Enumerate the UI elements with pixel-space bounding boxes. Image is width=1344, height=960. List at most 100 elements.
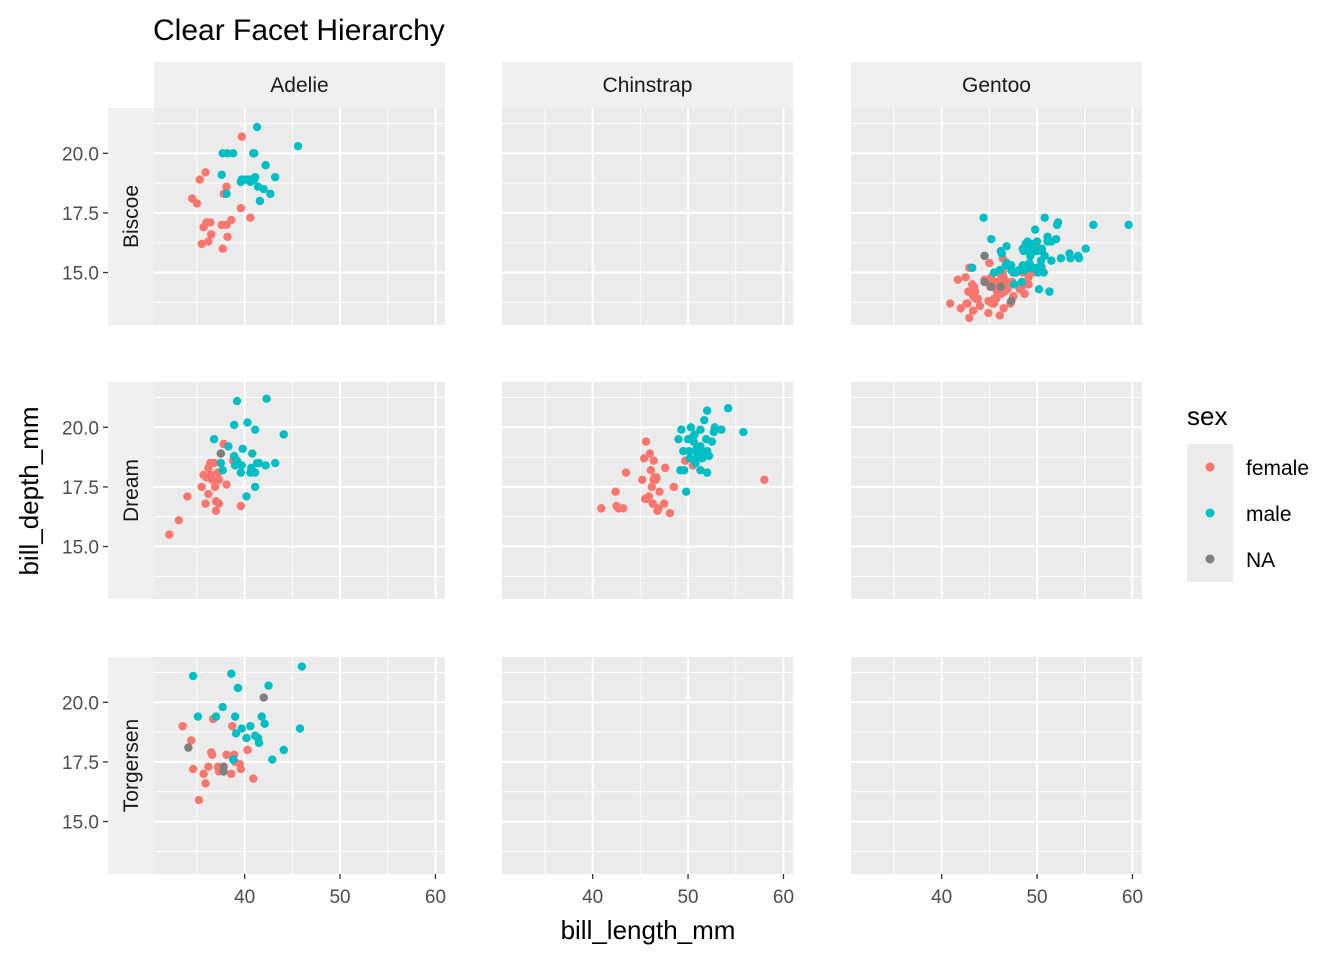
data-point-female <box>647 482 656 492</box>
data-point-male <box>717 425 726 434</box>
strip-label-dream: Dream <box>120 459 143 522</box>
data-point-male <box>1002 242 1011 251</box>
data-point-male <box>246 721 255 731</box>
data-point-male <box>1007 265 1016 275</box>
panel-background <box>502 382 793 599</box>
x-tick-label: 60 <box>425 887 446 908</box>
data-point-male <box>249 149 259 158</box>
data-point-female <box>659 499 669 508</box>
data-point-female <box>210 482 220 492</box>
data-point-female <box>249 774 258 783</box>
data-point-female <box>999 304 1008 313</box>
strip-biscoe <box>108 108 154 325</box>
legend-title: sex <box>1187 401 1227 431</box>
data-point-female <box>988 296 997 306</box>
data-point-female <box>174 516 184 525</box>
data-point-male <box>233 683 243 693</box>
data-point-male <box>1081 244 1090 253</box>
data-point-male <box>685 454 695 463</box>
data-point-female <box>963 299 972 308</box>
data-point-male <box>241 175 250 184</box>
panel-adelie-biscoe <box>154 108 445 325</box>
data-point-female <box>1024 280 1033 289</box>
data-point-female <box>201 499 210 508</box>
data-point-female <box>641 437 651 446</box>
data-point-male <box>1017 277 1026 287</box>
data-point-male <box>242 492 251 501</box>
panel-background <box>851 382 1142 599</box>
data-point-male <box>1030 225 1040 234</box>
data-point-female <box>187 736 196 745</box>
panel-background <box>502 108 793 325</box>
panel-adelie-torgersen <box>154 657 445 874</box>
legend-key-male <box>1205 508 1215 518</box>
data-point-female <box>965 313 974 323</box>
data-point-female <box>165 530 174 539</box>
data-point-male <box>1029 263 1038 272</box>
data-point-female <box>645 449 655 458</box>
data-point-female <box>614 504 623 513</box>
data-point-female <box>648 499 657 508</box>
data-point-male <box>1066 254 1075 263</box>
data-point-female <box>243 745 252 755</box>
data-point-male <box>1043 232 1052 241</box>
data-point-male <box>1045 287 1054 296</box>
data-point-male <box>254 458 264 468</box>
data-point-male <box>702 468 712 477</box>
data-point-male <box>686 423 696 432</box>
data-point-male <box>259 184 268 194</box>
data-point-male <box>255 196 265 206</box>
data-point-male <box>209 435 219 444</box>
data-point-male <box>989 268 999 277</box>
data-point-male <box>1056 254 1066 263</box>
legend-label-female: female <box>1246 457 1309 480</box>
data-point-female <box>660 463 670 473</box>
strip-label-chinstrap: Chinstrap <box>603 74 693 97</box>
strip-label-biscoe: Biscoe <box>120 185 143 248</box>
strip-torgersen <box>108 657 154 874</box>
strip-adelie <box>154 62 445 108</box>
data-point-female <box>204 463 213 473</box>
data-point-male <box>248 449 257 458</box>
data-point-male <box>1051 234 1061 244</box>
data-point-male <box>967 263 977 272</box>
data-point-male <box>261 161 270 170</box>
data-point-female <box>211 506 221 515</box>
data-point-female <box>207 230 216 239</box>
chart-title: Clear Facet Hierarchy <box>153 14 445 47</box>
data-point-female <box>214 475 224 484</box>
data-point-female <box>946 299 955 308</box>
data-point-female <box>222 182 231 191</box>
data-point-female <box>649 456 658 465</box>
x-axis-title: bill_length_mm <box>561 915 736 945</box>
data-point-female <box>621 468 631 477</box>
panel-background <box>154 382 445 599</box>
panel-background <box>154 657 445 874</box>
data-point-male <box>224 442 233 451</box>
data-point-female <box>967 280 977 289</box>
data-point-na <box>184 743 193 752</box>
data-point-male <box>1034 285 1044 294</box>
data-point-male <box>691 458 700 468</box>
y-tick-label: 20.0 <box>62 693 99 714</box>
y-tick-label: 17.5 <box>62 753 99 774</box>
data-point-male <box>228 755 238 764</box>
data-point-female <box>227 215 236 225</box>
data-point-male <box>739 427 748 437</box>
data-point-female <box>218 244 227 253</box>
data-point-female <box>207 470 216 480</box>
data-point-female <box>209 458 219 468</box>
data-point-male <box>1018 261 1027 270</box>
strip-label-torgersen: Torgersen <box>120 719 143 812</box>
data-point-male <box>242 733 251 743</box>
legend-label-na: NA <box>1246 549 1275 572</box>
data-point-male <box>1040 251 1049 261</box>
data-point-female <box>197 239 206 249</box>
x-tick-label: 40 <box>234 887 255 908</box>
data-point-male <box>227 669 236 678</box>
data-point-female <box>197 482 206 492</box>
x-tick-label: 60 <box>773 887 794 908</box>
x-tick-label: 40 <box>582 887 603 908</box>
data-point-female <box>201 779 210 788</box>
data-point-male <box>696 466 705 475</box>
